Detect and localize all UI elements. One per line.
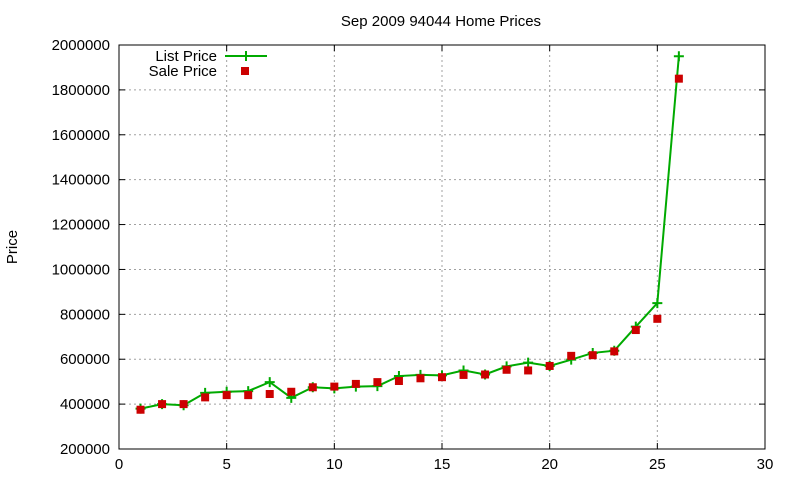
list-price-point bbox=[652, 298, 663, 309]
y-tick-label: 2000000 bbox=[52, 37, 110, 54]
list-price-line bbox=[140, 56, 680, 410]
sale-price-point bbox=[416, 374, 425, 383]
sale-price-point bbox=[330, 382, 339, 391]
sale-price-point bbox=[459, 370, 468, 379]
axis-ticks: 0 5 10 15 20 25 30 200000 400000 600000 800000 1000… bbox=[52, 37, 774, 473]
sale-price-point bbox=[287, 387, 296, 396]
y-tick-label: 800000 bbox=[60, 306, 110, 323]
x-tick-label: 0 bbox=[115, 456, 123, 473]
sale-price-point bbox=[265, 390, 274, 399]
sale-price-point bbox=[588, 351, 597, 360]
y-tick-label: 1800000 bbox=[52, 82, 110, 99]
sale-price-point bbox=[351, 379, 360, 388]
sale-price-point bbox=[394, 376, 403, 385]
sale-price-point bbox=[610, 347, 619, 356]
x-tick-label: 10 bbox=[326, 456, 343, 473]
grid bbox=[119, 45, 765, 449]
sale-price-point bbox=[222, 391, 231, 400]
y-tick-label: 1200000 bbox=[52, 217, 110, 234]
list-price-point bbox=[523, 357, 534, 368]
sale-price-point bbox=[674, 74, 683, 83]
legend-marker-list-price bbox=[241, 51, 251, 61]
sale-price-point bbox=[502, 365, 511, 374]
y-tick-label: 400000 bbox=[60, 396, 110, 413]
legend: List Price Sale Price bbox=[149, 48, 267, 80]
x-tick-label: 25 bbox=[649, 456, 666, 473]
sale-price-point bbox=[201, 393, 210, 402]
x-tick-label: 5 bbox=[222, 456, 230, 473]
x-tick-label: 15 bbox=[434, 456, 451, 473]
y-tick-label: 1400000 bbox=[52, 172, 110, 189]
sale-price-point bbox=[438, 373, 446, 382]
sale-price-point bbox=[524, 366, 533, 375]
x-tick-label: 20 bbox=[541, 456, 558, 473]
y-tick-label: 200000 bbox=[60, 441, 110, 458]
sale-price-point bbox=[136, 405, 145, 414]
sale-price-point bbox=[308, 383, 317, 392]
sale-price-point bbox=[179, 400, 188, 409]
sale-price-point bbox=[244, 391, 253, 400]
sale-price-point bbox=[653, 314, 662, 323]
chart-title: Sep 2009 94044 Home Prices bbox=[341, 13, 541, 30]
sale-price-point bbox=[158, 400, 167, 409]
sale-price-point bbox=[567, 351, 576, 360]
legend-marker-sale-price bbox=[241, 67, 249, 75]
x-tick-label: 30 bbox=[757, 456, 774, 473]
series-layer bbox=[135, 51, 684, 414]
legend-label-list-price: List Price bbox=[155, 48, 217, 65]
legend-label-sale-price: Sale Price bbox=[149, 63, 217, 80]
sale-price-point bbox=[481, 370, 490, 379]
sale-price-point bbox=[631, 326, 640, 335]
y-axis-title: Price bbox=[4, 230, 21, 264]
y-tick-label: 1000000 bbox=[52, 261, 110, 278]
sale-price-point bbox=[373, 378, 382, 387]
y-tick-label: 600000 bbox=[60, 351, 110, 368]
sale-price-point bbox=[545, 361, 554, 370]
list-price-point bbox=[264, 377, 275, 388]
y-tick-label: 1600000 bbox=[52, 127, 110, 144]
list-price-point bbox=[673, 51, 684, 62]
